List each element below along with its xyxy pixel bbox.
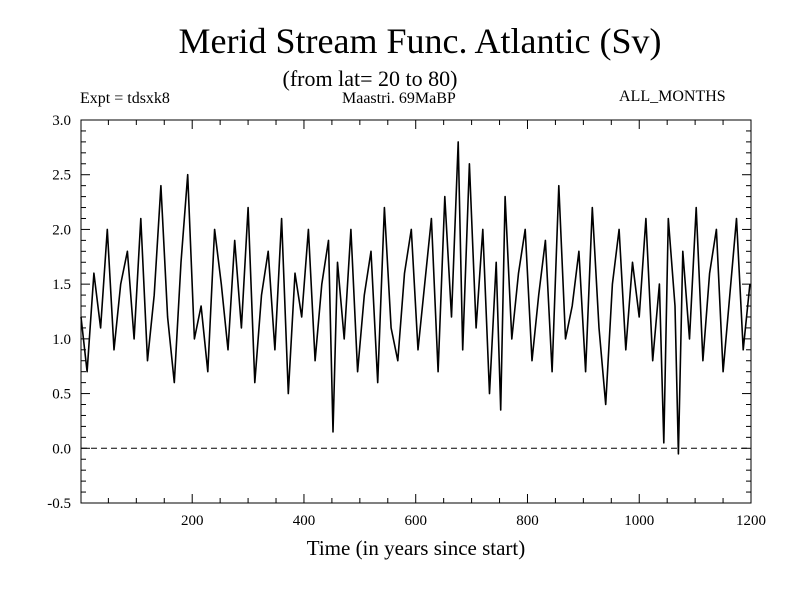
season-label: ALL_MONTHS	[619, 88, 726, 105]
axis-tick-labels: 200 400 600 800 1000 1200 -0.5 0.0 0.5 1.0 1.5 2.0 2…	[47, 113, 766, 529]
x-axis-label: Time (in years since start)	[306, 536, 526, 560]
plot-frame	[80, 119, 752, 504]
y-tick-label: 3.0	[52, 113, 71, 129]
y-tick-label: 0.5	[52, 387, 71, 403]
chart-subtitle: (from lat= 20 to 80)	[282, 66, 458, 91]
y-tick-label: 0.0	[52, 441, 71, 457]
x-tick-label: 200	[181, 513, 204, 529]
y-tick-label: -0.5	[47, 496, 71, 512]
x-tick-label: 1200	[736, 513, 766, 529]
run-label: Maastri. 69MaBP	[342, 90, 456, 107]
y-tick-label: 1.5	[52, 277, 71, 293]
y-tick-label: 2.0	[52, 222, 71, 238]
chart-title: Merid Stream Func. Atlantic (Sv)	[178, 21, 662, 61]
x-tick-label: 1000	[624, 513, 654, 529]
experiment-label: Expt = tdsxk8	[80, 90, 170, 107]
x-tick-label: 400	[293, 513, 316, 529]
x-tick-label: 600	[404, 513, 427, 529]
y-tick-label: 1.0	[52, 332, 71, 348]
series-line	[80, 141, 751, 455]
y-tick-label: 2.5	[52, 168, 71, 184]
x-tick-label: 800	[516, 513, 539, 529]
